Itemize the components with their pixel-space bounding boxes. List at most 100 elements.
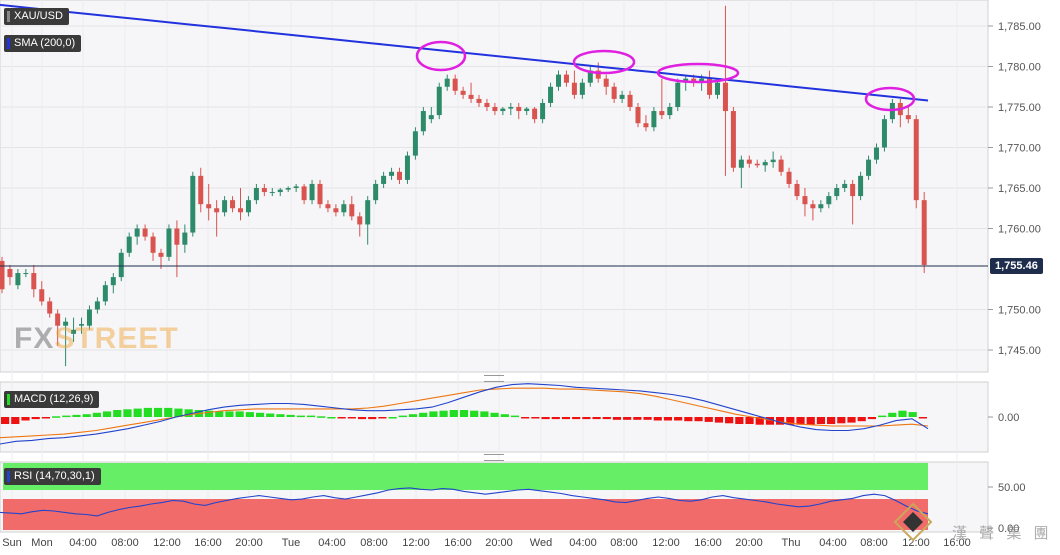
- time-tick-label: 08:00: [360, 537, 388, 549]
- candle: [293, 183, 299, 193]
- candle-body: [874, 147, 879, 160]
- candle: [619, 90, 625, 103]
- symbol-label: XAU/USD: [14, 10, 63, 22]
- price-tick-label: 1,785.00: [998, 21, 1041, 33]
- price-tick-label: 1,745.00: [998, 345, 1041, 357]
- macd-histogram-bar: [867, 417, 877, 420]
- macd-histogram-bar: [735, 417, 744, 424]
- macd-histogram-bar: [561, 417, 571, 420]
- candle-body: [722, 82, 728, 112]
- macd-histogram-bar: [92, 412, 101, 417]
- candle-body: [357, 216, 363, 225]
- candle: [166, 224, 172, 261]
- candle: [277, 188, 283, 197]
- sma-tag: SMA (200,0): [4, 35, 82, 52]
- candle-body: [158, 252, 164, 257]
- candle-body: [786, 171, 792, 184]
- macd-histogram-bar: [235, 411, 244, 417]
- candle-body: [516, 107, 522, 112]
- candle-body: [484, 102, 490, 107]
- macd-histogram-bar: [378, 417, 387, 419]
- macd-histogram-bar: [204, 410, 214, 417]
- candle-body: [540, 102, 546, 120]
- macd-histogram-bar: [276, 414, 285, 417]
- macd-histogram-bar: [878, 415, 887, 418]
- candle: [206, 183, 212, 221]
- candle-body: [79, 324, 84, 326]
- candle: [468, 82, 474, 103]
- candle: [563, 70, 569, 87]
- candle: [142, 224, 148, 241]
- candle-body: [206, 204, 212, 209]
- candle-body: [794, 183, 800, 197]
- candle: [746, 155, 752, 168]
- candle: [866, 155, 872, 180]
- candle: [881, 115, 887, 152]
- time-tick-label: 08:00: [111, 537, 139, 549]
- candle-body: [150, 236, 156, 253]
- candle-body: [730, 111, 736, 168]
- watermark-text: 漢 聲 集 團: [952, 525, 1053, 542]
- candle: [540, 98, 546, 124]
- macd-histogram-bar: [21, 417, 30, 421]
- candle-body: [818, 204, 824, 209]
- price-tick-label: 1,770.00: [998, 143, 1041, 155]
- macd-histogram-bar: [847, 417, 856, 423]
- pane-resize-handle-2[interactable]: [484, 454, 504, 461]
- time-axis: Sun Mon 04:00 08:00 12:00 16:00 20:00 Tue 04:00 0…: [2, 537, 971, 549]
- candle-body: [826, 196, 832, 205]
- time-tick-label: Thu: [782, 537, 801, 549]
- macd-histogram-bar: [184, 409, 193, 417]
- touch-marker-2: [572, 49, 636, 75]
- macd-tag: MACD (12,26,9): [4, 391, 100, 408]
- macd-histogram-bar: [663, 417, 673, 421]
- candle: [333, 204, 339, 217]
- candle-body: [500, 108, 506, 112]
- macd-histogram-bar: [786, 417, 795, 425]
- candle: [858, 171, 864, 201]
- candle: [150, 232, 156, 261]
- candle: [110, 273, 116, 294]
- pane-resize-handle-1[interactable]: [484, 375, 504, 382]
- candle: [802, 188, 808, 217]
- candle: [611, 82, 617, 103]
- candle: [269, 188, 275, 197]
- time-tick-label: 16:00: [694, 537, 722, 549]
- candle-body: [707, 78, 713, 95]
- candle: [341, 200, 347, 217]
- macd-histogram-bar: [398, 415, 407, 418]
- candle: [325, 200, 331, 213]
- candle: [63, 317, 69, 367]
- macd-histogram-bar: [72, 414, 81, 417]
- candle-body: [230, 200, 236, 209]
- candle-body: [492, 107, 498, 112]
- candle-body: [222, 200, 228, 213]
- macd-histogram-bar: [62, 415, 71, 418]
- price-tick-label: 1,775.00: [998, 102, 1041, 114]
- macd-histogram-bar: [551, 417, 560, 420]
- candle-body: [118, 252, 124, 278]
- candle-body: [420, 111, 426, 132]
- candle-body: [285, 188, 291, 190]
- rsi-tag: RSI (14,70,30,1): [4, 468, 101, 485]
- candle: [94, 297, 100, 314]
- rsi-overbought-zone: [3, 463, 928, 490]
- macd-histogram-bar: [745, 417, 754, 424]
- logo-diamond: [893, 502, 933, 542]
- time-tick-label: 04:00: [819, 537, 847, 549]
- macd-histogram-bar: [123, 409, 132, 417]
- macd-tick-label: 0.00: [998, 412, 1019, 424]
- candle: [492, 102, 498, 116]
- candle-body: [802, 196, 808, 205]
- macd-histogram-bar: [41, 417, 50, 419]
- rsi-tick-label: 50.00: [998, 482, 1026, 494]
- candle: [532, 107, 538, 124]
- time-tick-label: Wed: [530, 537, 552, 549]
- candle: [373, 179, 379, 205]
- macd-histogram-bar: [521, 417, 530, 419]
- candle-body: [325, 204, 331, 209]
- candle: [301, 183, 307, 205]
- macd-histogram-bar: [572, 417, 581, 420]
- candle: [245, 196, 251, 217]
- time-tick-label: Mon: [31, 537, 52, 549]
